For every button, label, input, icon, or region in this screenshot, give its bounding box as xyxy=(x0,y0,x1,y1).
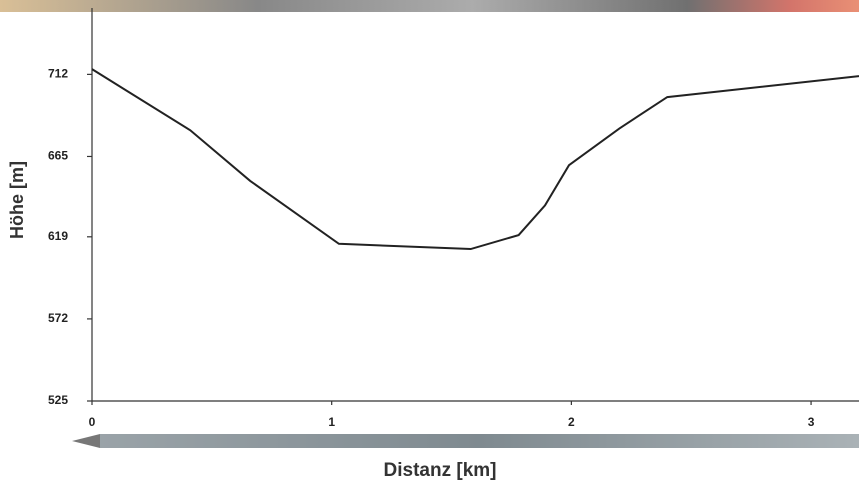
y-tick-label: 665 xyxy=(48,149,68,163)
x-tick-label: 2 xyxy=(568,415,575,429)
x-tick-label: 1 xyxy=(328,415,335,429)
decor-strip xyxy=(0,0,859,12)
x-tick-label: 3 xyxy=(808,415,815,429)
distance-bar xyxy=(100,434,859,448)
distance-arrow xyxy=(72,434,100,448)
y-axis-title: Höhe [m] xyxy=(7,161,27,239)
x-tick-label: 0 xyxy=(89,415,96,429)
y-tick-label: 619 xyxy=(48,229,68,243)
elevation-line xyxy=(91,68,859,251)
y-tick-label: 572 xyxy=(48,311,68,325)
y-tick-label: 525 xyxy=(48,393,68,407)
x-axis-title: Distanz [km] xyxy=(384,460,497,481)
y-tick-label: 712 xyxy=(48,67,68,81)
